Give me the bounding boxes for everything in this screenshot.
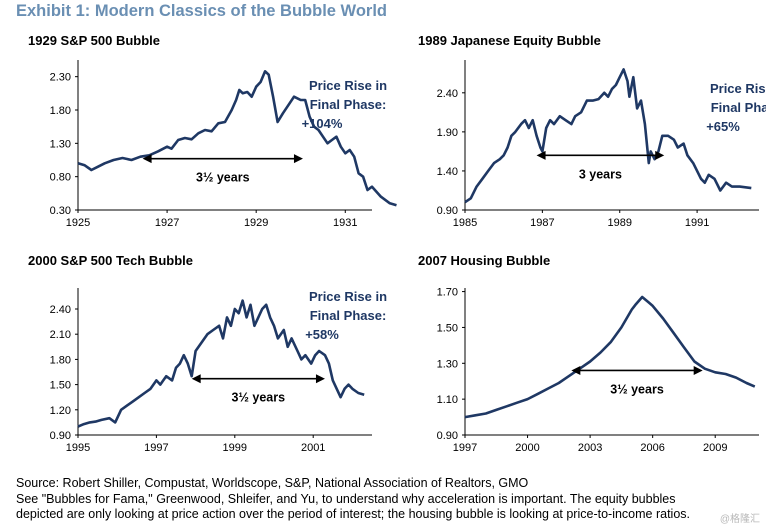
phase-annotation: Price Rise in bbox=[309, 78, 387, 93]
span-arrow-head-left bbox=[191, 374, 201, 384]
chart-title-2007: 2007 Housing Bubble bbox=[418, 253, 551, 268]
phase-annotation: Final Phase: bbox=[310, 308, 387, 323]
y-tick-label: 1.90 bbox=[437, 127, 458, 139]
phase-annotation: Final Phase: bbox=[711, 100, 766, 115]
span-label: 3½ years bbox=[610, 382, 664, 396]
span-arrow-head-right bbox=[293, 154, 303, 164]
chart-2000-tech: 0.90 1.20 1.50 1.80 2.10 2.40 1995 1997 1999 2001… bbox=[50, 288, 387, 454]
y-tick-label: 1.40 bbox=[437, 166, 458, 178]
y-tick-label: 1.80 bbox=[50, 105, 71, 117]
span-arrow-head-left bbox=[142, 154, 152, 164]
phase-annotation: Price Rise in bbox=[309, 289, 387, 304]
y-tick-label: 2.40 bbox=[50, 304, 71, 316]
phase-annotation: Final Phase: bbox=[310, 97, 387, 112]
phase-annotation: +65% bbox=[706, 119, 740, 134]
x-tick-label: 1997 bbox=[453, 442, 477, 454]
source-line: Source: Robert Shiller, Compustat, World… bbox=[16, 476, 529, 490]
series-line bbox=[464, 68, 752, 204]
series-line bbox=[77, 299, 365, 428]
x-tick-label: 1999 bbox=[223, 442, 247, 454]
phase-annotation: +104% bbox=[302, 116, 343, 131]
span-arrow-head-right bbox=[693, 365, 703, 375]
span-arrow-head-right bbox=[315, 374, 325, 384]
phase-annotation: Price Rise in bbox=[710, 81, 766, 96]
y-tick-label: 2.40 bbox=[437, 88, 458, 100]
y-tick-label: 1.50 bbox=[50, 380, 71, 392]
watermark: @格隆汇 bbox=[719, 514, 760, 525]
y-tick-label: 1.30 bbox=[50, 138, 71, 150]
y-tick-label: 0.90 bbox=[437, 205, 458, 217]
source-note: Source: Robert Shiller, Compustat, World… bbox=[16, 476, 761, 523]
x-tick-label: 2009 bbox=[703, 442, 727, 454]
y-tick-label: 0.90 bbox=[50, 430, 71, 442]
x-tick-label: 2000 bbox=[515, 442, 539, 454]
span-arrow-head-left bbox=[536, 150, 546, 160]
y-tick-label: 2.10 bbox=[50, 329, 71, 341]
span-label: 3½ years bbox=[232, 391, 286, 405]
x-tick-label: 1991 bbox=[685, 217, 709, 229]
x-tick-label: 2006 bbox=[640, 442, 664, 454]
y-tick-label: 2.30 bbox=[50, 72, 71, 84]
y-tick-label: 0.90 bbox=[437, 430, 458, 442]
chart-1929-sp500: 0.30 0.80 1.30 1.80 2.30 1925 1927 1929 1931 3½ y… bbox=[50, 60, 397, 229]
span-label: 3 years bbox=[579, 167, 622, 181]
x-tick-label: 1985 bbox=[453, 217, 477, 229]
x-tick-label: 2001 bbox=[301, 442, 325, 454]
y-tick-label: 0.80 bbox=[50, 172, 71, 184]
y-tick-label: 1.10 bbox=[437, 394, 458, 406]
x-tick-label: 1995 bbox=[66, 442, 90, 454]
chart-title-1929: 1929 S&P 500 Bubble bbox=[28, 33, 160, 48]
x-tick-label: 1929 bbox=[244, 217, 268, 229]
chart-1989-japan: 0.90 1.40 1.90 2.40 1985 1987 1989 1991 3 years P… bbox=[437, 60, 766, 229]
y-tick-label: 0.30 bbox=[50, 205, 71, 217]
span-label: 3½ years bbox=[196, 171, 250, 185]
span-arrow-head-right bbox=[655, 150, 665, 160]
x-tick-label: 1925 bbox=[66, 217, 90, 229]
span-arrow-head-left bbox=[571, 365, 581, 375]
x-tick-label: 2003 bbox=[578, 442, 602, 454]
x-tick-label: 1989 bbox=[607, 217, 631, 229]
y-tick-label: 1.70 bbox=[437, 287, 458, 299]
y-tick-label: 1.50 bbox=[437, 322, 458, 334]
phase-annotation: +58% bbox=[305, 327, 339, 342]
x-tick-label: 1931 bbox=[333, 217, 357, 229]
chart-2007-housing: 0.90 1.10 1.30 1.50 1.70 1997 2000 2003 2006 2009… bbox=[437, 287, 759, 454]
exhibit-title: Exhibit 1: Modern Classics of the Bubble… bbox=[16, 2, 387, 20]
y-tick-label: 1.80 bbox=[50, 354, 71, 366]
y-tick-label: 1.20 bbox=[50, 405, 71, 417]
series-line bbox=[464, 295, 756, 419]
x-tick-label: 1987 bbox=[530, 217, 554, 229]
chart-title-1989: 1989 Japanese Equity Bubble bbox=[418, 33, 601, 48]
source-line: depicted are only looking at price actio… bbox=[16, 507, 690, 521]
x-tick-label: 1997 bbox=[144, 442, 168, 454]
source-line: See "Bubbles for Fama," Greenwood, Shlei… bbox=[16, 491, 676, 506]
y-tick-label: 1.30 bbox=[437, 358, 458, 370]
chart-title-2000: 2000 S&P 500 Tech Bubble bbox=[28, 253, 193, 268]
x-tick-label: 1927 bbox=[155, 217, 179, 229]
